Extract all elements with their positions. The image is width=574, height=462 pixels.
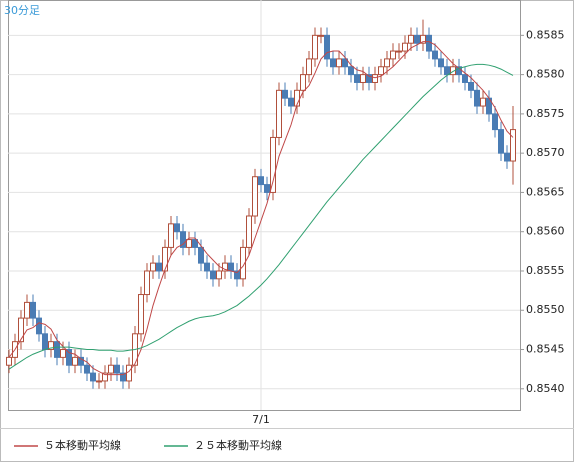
- candle-body: [18, 317, 24, 343]
- candle-body: [300, 74, 306, 91]
- candle-body: [102, 372, 108, 382]
- candle-body: [354, 74, 360, 83]
- candle-body: [492, 113, 498, 131]
- candle-body: [126, 364, 132, 382]
- candle-body: [510, 129, 516, 162]
- candle-body: [360, 74, 366, 83]
- candle-body: [318, 34, 324, 37]
- candle-body: [120, 372, 126, 382]
- candle-body: [396, 50, 402, 53]
- candle-body: [402, 42, 408, 52]
- candle-body: [240, 246, 246, 280]
- candle-body: [90, 372, 96, 382]
- candle-body: [246, 215, 252, 248]
- y-tick-label: 0.8565: [526, 185, 565, 198]
- candle-body: [204, 262, 210, 272]
- candle-body: [390, 50, 396, 60]
- y-tick-label: 0.8580: [526, 68, 565, 81]
- candle-body: [60, 349, 66, 358]
- candle-body: [378, 66, 384, 76]
- legend-label: ２５本移動平均線: [194, 438, 282, 452]
- candle-body: [270, 136, 276, 193]
- moving-average-line: [8, 41, 514, 376]
- y-tick-label: 0.8545: [526, 343, 565, 356]
- candle-body: [210, 270, 216, 280]
- candle-body: [480, 97, 486, 107]
- candle-body: [504, 152, 510, 162]
- candle-body: [114, 364, 120, 374]
- candle-body: [48, 341, 54, 351]
- candle-body: [264, 184, 270, 193]
- candle-body: [252, 176, 258, 217]
- candle-body: [258, 176, 264, 186]
- candle-body: [432, 50, 438, 60]
- candle-body: [156, 262, 162, 272]
- y-tick-label: 0.8550: [526, 303, 565, 316]
- candle-body: [414, 34, 420, 44]
- candle-body: [372, 74, 378, 83]
- candle-body: [336, 58, 342, 68]
- candle-body: [384, 58, 390, 68]
- candle-body: [330, 58, 336, 68]
- candle-body: [474, 89, 480, 107]
- candle-body: [162, 246, 168, 272]
- candle-body: [36, 317, 42, 335]
- candle-body: [234, 270, 240, 280]
- y-tick-label: 0.8585: [526, 28, 565, 41]
- candle-body: [168, 223, 174, 248]
- candle-body: [324, 34, 330, 60]
- candle-body: [306, 58, 312, 76]
- candle-body: [54, 341, 60, 358]
- candle-body: [108, 364, 114, 374]
- candle-body: [42, 333, 48, 351]
- candle-body: [462, 74, 468, 83]
- candle-body: [24, 301, 30, 319]
- candle-body: [426, 34, 432, 52]
- y-tick-label: 0.8540: [526, 382, 565, 395]
- candle-body: [192, 239, 198, 248]
- candle-body: [222, 262, 228, 272]
- candle-body: [174, 223, 180, 233]
- candle-body: [144, 270, 150, 296]
- candle-body: [342, 58, 348, 68]
- candle-body: [438, 58, 444, 68]
- candle-body: [198, 246, 204, 264]
- candle-body: [186, 239, 192, 248]
- chart-title: 30分足: [4, 4, 40, 17]
- candle-body: [420, 34, 426, 44]
- candle-body: [180, 231, 186, 248]
- candle-body: [66, 349, 72, 366]
- candle-body: [276, 89, 282, 138]
- candle-body: [366, 74, 372, 83]
- y-tick-label: 0.8555: [526, 264, 565, 277]
- candle-body: [444, 66, 450, 76]
- moving-average-line: [8, 63, 514, 370]
- candle-body: [72, 356, 78, 366]
- candle-body: [408, 34, 414, 44]
- candle-body: [78, 356, 84, 366]
- candle-body: [84, 364, 90, 374]
- candle-body: [30, 301, 36, 319]
- candle-body: [468, 81, 474, 91]
- candle-body: [348, 66, 354, 76]
- legend-label: ５本移動平均線: [44, 438, 121, 452]
- y-tick-label: 0.8575: [526, 107, 565, 120]
- candle-body: [288, 97, 294, 107]
- candle-body: [498, 129, 504, 154]
- candle-body: [6, 356, 12, 366]
- x-tick-label: 7/1: [252, 413, 270, 426]
- candle-body: [138, 294, 144, 335]
- candle-body: [312, 34, 318, 60]
- y-tick-label: 0.8560: [526, 225, 565, 238]
- candle-body: [282, 89, 288, 99]
- plot-area: [8, 0, 521, 411]
- candle-body: [150, 262, 156, 272]
- candle-body: [228, 262, 234, 272]
- y-tick-label: 0.8570: [526, 146, 565, 159]
- candle-body: [96, 380, 102, 383]
- candle-body: [216, 270, 222, 280]
